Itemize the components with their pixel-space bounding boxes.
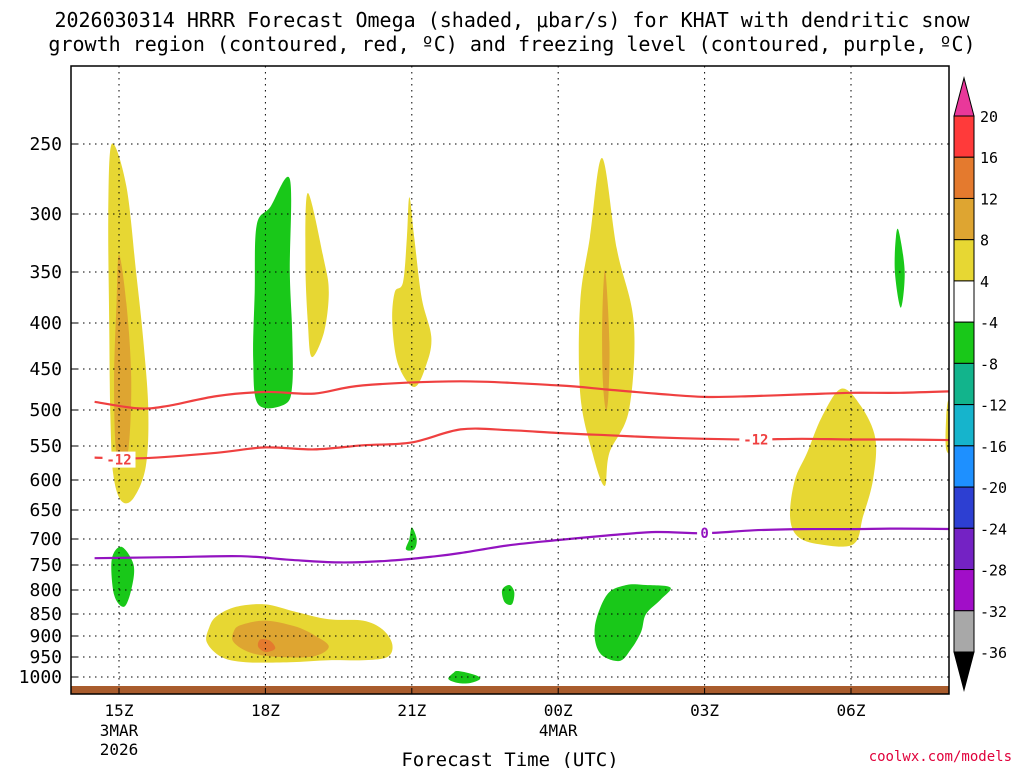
ground-layer	[71, 686, 949, 694]
y-tick-label-400: 400	[29, 313, 62, 334]
omega-region-neg-11	[405, 527, 417, 551]
ground-strip	[71, 686, 949, 694]
x-tick-label-00Z: 00Z	[544, 701, 573, 720]
colorbar-label-7: -12	[980, 397, 1007, 415]
colorbar-label-10: -24	[980, 520, 1007, 538]
y-axis: 2503003504004505005506006507007508008509…	[19, 134, 77, 688]
temperature-contours	[94, 380, 949, 564]
y-tick-label-850: 850	[29, 604, 62, 625]
x-tick-sublabel-15Z-1: 2026	[100, 740, 139, 759]
dgz-lower-contour	[94, 427, 949, 460]
omega-region-pos-2	[305, 193, 329, 358]
x-tick-label-18Z: 18Z	[251, 701, 280, 720]
omega-region-pos-17	[257, 639, 276, 653]
omega-region-neg-10	[111, 546, 135, 607]
colorbar-label-3: 8	[980, 232, 989, 250]
chart-title: 2026030314 HRRR Forecast Omega (shaded, …	[0, 8, 1024, 56]
colorbar-bottom-arrow	[953, 651, 975, 692]
omega-region-neg-12	[501, 584, 515, 606]
colorbar-box-2	[953, 197, 975, 241]
dgz-lower-label-bg-1	[739, 431, 773, 448]
y-tick-label-550: 550	[29, 436, 62, 457]
x-tick-label-15Z: 15Z	[105, 701, 134, 720]
y-tick-label-750: 750	[29, 555, 62, 576]
title-line-2: growth region (contoured, red, ºC) and f…	[48, 32, 976, 56]
colorbar-label-8: -16	[980, 438, 1007, 456]
omega-region-pos-6	[789, 388, 877, 547]
plot-frame	[70, 65, 950, 695]
freezing-level-label-bg-0	[697, 525, 713, 542]
omega-region-pos-1	[114, 254, 132, 467]
dgz-lower-label-0: -12	[106, 453, 131, 469]
y-tick-label-700: 700	[29, 529, 62, 550]
omega-region-pos-5	[602, 269, 610, 411]
colorbar-box-6	[953, 362, 975, 406]
x-tick-label-06Z: 06Z	[837, 701, 866, 720]
omega-region-neg-14	[448, 670, 481, 684]
y-tick-label-950: 950	[29, 647, 62, 668]
colorbar-box-7	[953, 404, 975, 447]
colorbar-label-9: -20	[980, 479, 1007, 497]
colorbar-label-5: -4	[980, 314, 998, 332]
omega-region-pos-16	[232, 620, 329, 658]
y-tick-label-650: 650	[29, 500, 62, 521]
colorbar-box-3	[953, 239, 975, 282]
x-tick-sublabel-15Z-0: 3MAR	[100, 721, 139, 740]
y-tick-label-450: 450	[29, 359, 62, 380]
title-line-1: 2026030314 HRRR Forecast Omega (shaded, …	[54, 8, 970, 32]
x-axis-label: Forecast Time (UTC)	[401, 749, 618, 768]
colorbar-box-9	[953, 486, 975, 529]
credit-text: coolwx.com/models	[868, 749, 1012, 765]
dgz-lower-label-1: -12	[743, 433, 768, 449]
colorbar-box-10	[953, 527, 975, 571]
y-tick-label-250: 250	[29, 134, 62, 155]
colorbar-label-12: -32	[980, 603, 1007, 621]
omega-region-pos-3	[392, 197, 432, 387]
colorbar-label-2: 12	[980, 190, 998, 208]
colorbar: 20 16 12 8 4 -4 -8 -12 -16 -20 -24 -28 -32 -36	[953, 76, 1007, 692]
y-tick-label-900: 900	[29, 626, 62, 647]
dgz-upper-contour	[94, 380, 949, 410]
omega-region-neg-9	[894, 228, 905, 308]
colorbar-box-5	[953, 321, 975, 364]
omega-region-neg-8	[253, 176, 293, 409]
y-tick-label-350: 350	[29, 262, 62, 283]
colorbar-label-6: -8	[980, 355, 998, 373]
y-tick-label-600: 600	[29, 470, 62, 491]
colorbar-box-8	[953, 445, 975, 488]
colorbar-box-4	[953, 280, 975, 323]
gridlines	[71, 66, 949, 694]
x-tick-label-21Z: 21Z	[397, 701, 426, 720]
colorbar-top-arrow	[953, 76, 975, 117]
colorbar-label-4: 4	[980, 273, 989, 291]
freezing-level-contour	[94, 527, 949, 564]
colorbar-box-1	[953, 156, 975, 199]
y-tick-label-800: 800	[29, 580, 62, 601]
omega-shading	[108, 143, 949, 684]
y-tick-label-1000: 1000	[19, 667, 62, 688]
contour-labels: -12 -12 0	[102, 431, 773, 542]
y-tick-label-300: 300	[29, 204, 62, 225]
x-tick-sublabel-00Z-0: 4MAR	[539, 721, 578, 740]
x-tick-label-03Z: 03Z	[690, 701, 719, 720]
colorbar-label-1: 16	[980, 149, 998, 167]
dgz-lower-label-bg-0	[102, 451, 136, 468]
freezing-level-label-0: 0	[700, 526, 708, 542]
omega-region-neg-13	[594, 584, 671, 662]
colorbar-box-11	[953, 569, 975, 612]
colorbar-box-0	[953, 115, 975, 158]
colorbar-label-13: -36	[980, 644, 1007, 662]
colorbar-label-11: -28	[980, 562, 1007, 580]
y-tick-label-500: 500	[29, 400, 62, 421]
colorbar-box-12	[953, 610, 975, 653]
colorbar-label-0: 20	[980, 108, 998, 126]
